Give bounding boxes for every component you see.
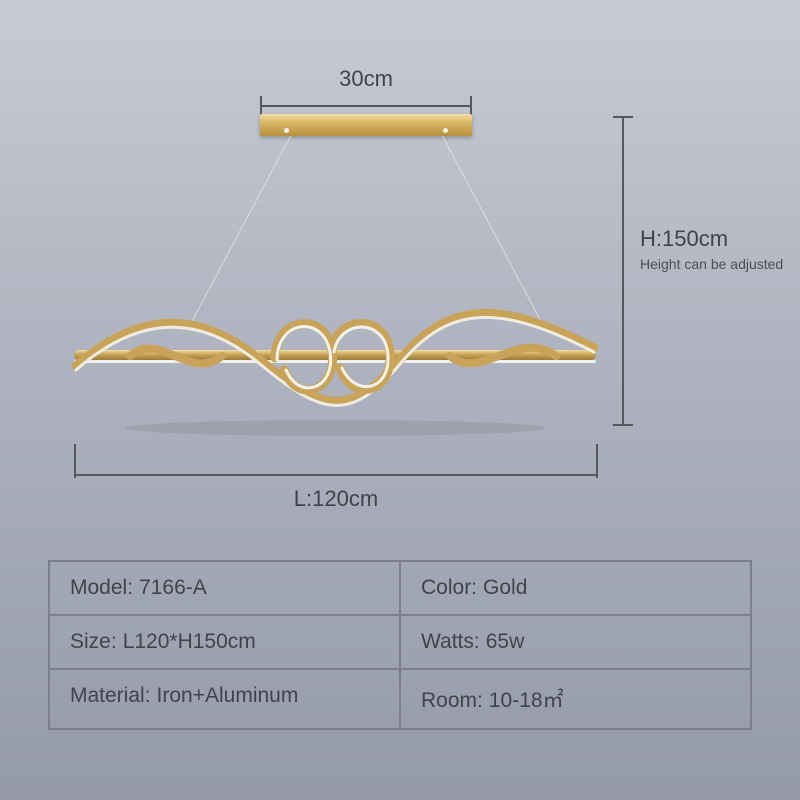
spec-key: Color: bbox=[421, 576, 477, 600]
spec-value: 10-18㎡ bbox=[489, 684, 564, 714]
spec-value: Gold bbox=[483, 576, 527, 600]
dimension-height: H:150cm Height can be adjusted bbox=[622, 116, 792, 426]
dimension-height-label: H:150cm bbox=[640, 226, 728, 252]
spec-value: Iron+Aluminum bbox=[157, 684, 299, 708]
dimension-top-label: 30cm bbox=[260, 66, 472, 92]
spec-value: 65w bbox=[486, 630, 525, 654]
dimension-length: L:120cm bbox=[74, 444, 598, 512]
dimension-height-note: Height can be adjusted bbox=[640, 256, 783, 272]
table-row: Watts: 65w bbox=[400, 615, 751, 669]
spec-key: Material: bbox=[70, 684, 151, 708]
spec-value: L120*H150cm bbox=[123, 630, 256, 654]
dimension-top: 30cm bbox=[260, 66, 472, 116]
table-row: Room: 10-18㎡ bbox=[400, 669, 751, 729]
ceiling-canopy bbox=[260, 114, 472, 136]
table-row: Size: L120*H150cm bbox=[49, 615, 400, 669]
dimension-length-label: L:120cm bbox=[74, 486, 598, 512]
spec-key: Model: bbox=[70, 576, 133, 600]
dimension-top-bar bbox=[260, 96, 472, 116]
spec-key: Size: bbox=[70, 630, 117, 654]
diagram-stage: 30cm bbox=[0, 0, 800, 560]
spec-key: Watts: bbox=[421, 630, 480, 654]
spec-table: Model: 7166-A Color: Gold Size: L120*H15… bbox=[48, 560, 752, 730]
pendant-fixture bbox=[70, 270, 600, 440]
spec-value: 7166-A bbox=[139, 576, 207, 600]
table-row: Model: 7166-A bbox=[49, 561, 400, 615]
spec-key: Room: bbox=[421, 689, 483, 713]
table-row: Color: Gold bbox=[400, 561, 751, 615]
table-row: Material: Iron+Aluminum bbox=[49, 669, 400, 729]
